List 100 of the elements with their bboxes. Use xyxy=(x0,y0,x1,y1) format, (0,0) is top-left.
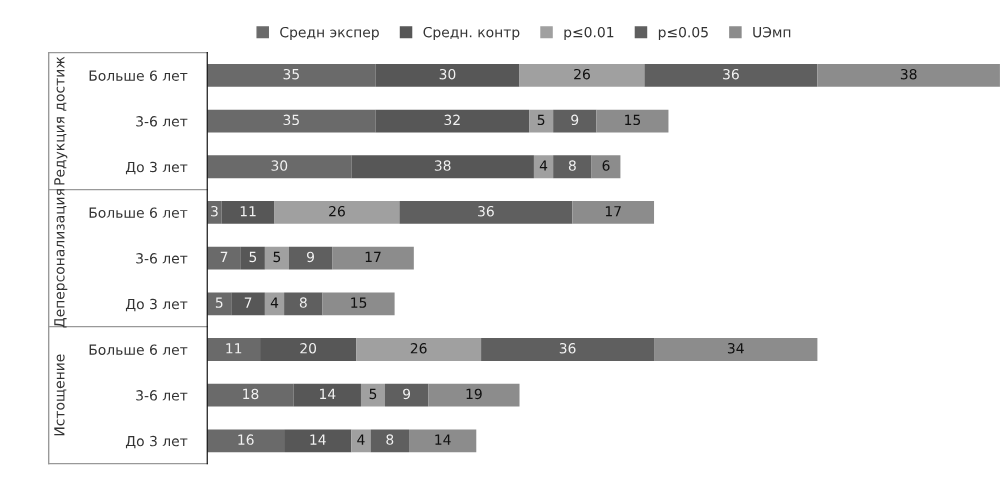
y-tick-label: 3-6 лет xyxy=(136,390,188,401)
text: Редукция достиж xyxy=(54,56,68,185)
data-label: 4 xyxy=(357,434,365,445)
bar xyxy=(481,338,655,361)
bar xyxy=(207,201,222,224)
data-label: 14 xyxy=(310,434,326,445)
bar xyxy=(264,292,285,316)
data-label: 35 xyxy=(283,68,299,80)
data-label: 5 xyxy=(249,251,257,263)
bar xyxy=(644,64,818,87)
data-label: 26 xyxy=(410,343,427,354)
bar xyxy=(375,64,520,87)
bar xyxy=(572,201,655,224)
bar xyxy=(207,383,294,407)
y-tick-label: До 3 лет xyxy=(125,161,188,175)
bar xyxy=(591,155,621,179)
data-label: 7 xyxy=(244,297,252,308)
data-label: 36 xyxy=(478,205,494,217)
bar xyxy=(260,338,357,361)
bar xyxy=(207,109,376,133)
data-label: 38 xyxy=(900,68,917,80)
data-label: 18 xyxy=(243,388,259,400)
data-label: 14 xyxy=(320,388,336,399)
data-label: 5 xyxy=(273,251,281,263)
data-label: 5 xyxy=(369,388,377,400)
data-label: 30 xyxy=(271,160,288,171)
y-tick-label: 3-6 лет xyxy=(136,116,188,127)
bar xyxy=(264,246,289,270)
bar xyxy=(207,338,261,361)
y-tick-label: До 3 лет xyxy=(125,435,188,449)
bar xyxy=(240,246,265,270)
y-tick-label: Больше 6 лет xyxy=(89,207,188,218)
data-label: 36 xyxy=(559,343,576,354)
legend-label: Средн экспер xyxy=(280,26,379,41)
bar xyxy=(356,338,482,361)
bar xyxy=(207,155,352,179)
data-label: 11 xyxy=(226,343,242,354)
bar xyxy=(529,109,554,133)
bar xyxy=(207,246,241,270)
data-label: 5 xyxy=(537,114,545,126)
data-label: 5 xyxy=(215,297,223,308)
text: Истощение xyxy=(54,354,67,436)
data-label: 15 xyxy=(351,297,367,308)
bar xyxy=(284,292,323,316)
bar xyxy=(385,383,429,407)
bar xyxy=(221,201,275,224)
bar xyxy=(375,109,530,133)
bar xyxy=(360,383,385,407)
bar xyxy=(207,429,285,453)
bar xyxy=(231,292,265,316)
bar xyxy=(207,292,232,316)
bar xyxy=(553,155,592,179)
y-tick-label: До 3 лет xyxy=(125,298,188,312)
data-label: 11 xyxy=(240,206,256,217)
y-tick-label: 3-6 лет xyxy=(136,253,188,264)
bar xyxy=(288,246,333,270)
bar xyxy=(428,383,520,407)
bar xyxy=(553,109,597,133)
legend-label: Средн. контр xyxy=(423,26,520,41)
bar xyxy=(596,109,669,133)
legend-label: UЭмп xyxy=(753,26,791,38)
data-label: 34 xyxy=(727,343,744,354)
data-label: 19 xyxy=(466,388,482,400)
bar xyxy=(654,338,818,361)
data-label: 4 xyxy=(270,297,279,308)
bar xyxy=(207,64,376,87)
data-label: 9 xyxy=(403,388,411,400)
data-label: 7 xyxy=(220,251,228,262)
data-label: 3 xyxy=(211,205,218,217)
data-label: 4 xyxy=(539,160,548,171)
data-label: 35 xyxy=(283,114,299,126)
bar xyxy=(399,201,573,224)
y-tick-label: Больше 6 лет xyxy=(89,70,188,81)
bar xyxy=(322,292,395,316)
data-label: 26 xyxy=(574,68,590,80)
text: Деперсонализация xyxy=(54,189,68,328)
data-label: 9 xyxy=(571,114,579,126)
data-label: 17 xyxy=(365,251,381,262)
y-tick-label: Больше 6 лет xyxy=(89,344,188,355)
data-label: 16 xyxy=(238,434,254,445)
data-label: 26 xyxy=(329,205,345,217)
data-label: 30 xyxy=(439,68,456,80)
bar xyxy=(817,64,1000,87)
data-label: 8 xyxy=(386,434,394,445)
legend-label: p≤0.05 xyxy=(658,26,708,41)
bar xyxy=(351,155,534,179)
bar xyxy=(533,155,554,179)
data-label: 9 xyxy=(306,251,314,263)
bar xyxy=(351,429,371,453)
data-label: 15 xyxy=(625,114,641,126)
bar xyxy=(519,64,645,87)
bar xyxy=(409,429,477,453)
data-label: 8 xyxy=(568,160,576,171)
data-label: 6 xyxy=(602,160,610,171)
bar xyxy=(370,429,410,453)
bar xyxy=(332,246,414,270)
data-label: 38 xyxy=(434,160,451,171)
data-label: 32 xyxy=(444,114,460,126)
data-label: 14 xyxy=(435,434,451,445)
bar xyxy=(284,429,352,453)
